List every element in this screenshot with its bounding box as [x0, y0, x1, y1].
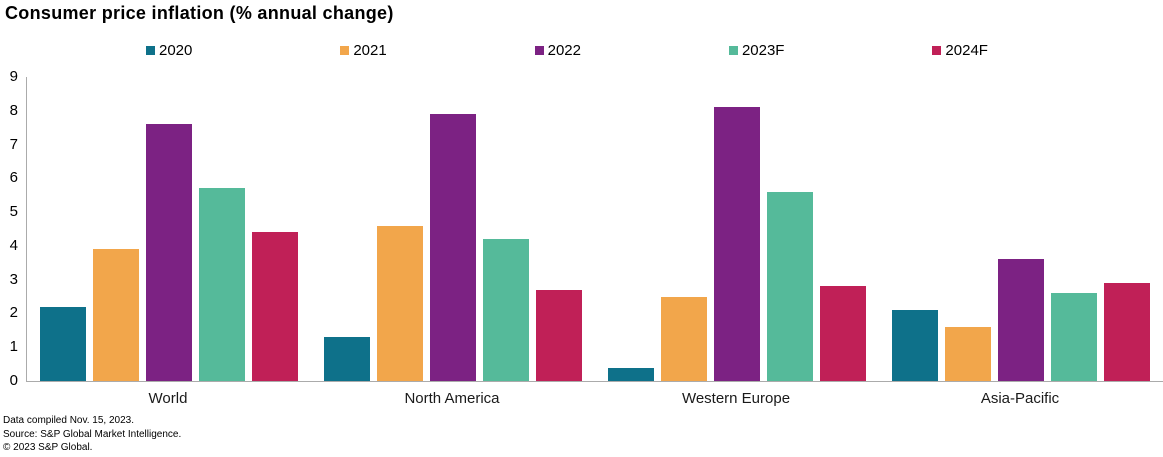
chart-footer: Data compiled Nov. 15, 2023. Source: S&P… [3, 414, 181, 455]
bar-2023f-western-europe [767, 191, 813, 381]
legend-swatch-icon [340, 46, 350, 55]
bar-2023f-world [199, 188, 245, 381]
footer-copyright: © 2023 S&P Global. [3, 442, 93, 453]
bar-2022-asia-pacific [998, 259, 1044, 381]
x-category-label: North America [404, 390, 500, 407]
chart-legend: 2020 2021 2022 2023F 2024F [146, 42, 988, 59]
bar-2021-north-america [377, 225, 423, 381]
bar-group-world [27, 77, 311, 381]
y-tick-label: 4 [9, 236, 18, 254]
legend-swatch-icon [146, 46, 155, 55]
y-axis: 0 1 2 3 4 5 6 7 8 9 [0, 69, 20, 389]
y-tick-label: 1 [9, 338, 18, 356]
bar-2020-asia-pacific [892, 310, 938, 381]
legend-label: 2024F [945, 42, 988, 59]
legend-label: 2022 [547, 42, 581, 59]
bar-group-western-europe [595, 77, 879, 381]
footer-compiled-date: Data compiled Nov. 15, 2023. [3, 415, 135, 426]
legend-item-2022: 2022 [534, 42, 581, 59]
x-axis-labels: World North America Western Europe Asia-Pac… [26, 390, 1162, 407]
bar-2020-western-europe [608, 367, 654, 381]
y-tick-label: 3 [9, 270, 18, 288]
bar-group-asia-pacific [879, 77, 1163, 381]
legend-swatch-icon [932, 46, 942, 55]
bar-group-north-america [311, 77, 595, 381]
bar-2020-world [40, 306, 86, 381]
legend-item-2023f: 2023F [728, 42, 785, 59]
bar-2022-western-europe [714, 107, 760, 381]
y-tick-label: 2 [9, 304, 18, 322]
bar-2021-asia-pacific [945, 326, 991, 381]
bar-2024f-north-america [536, 289, 582, 381]
bar-2024f-western-europe [820, 286, 866, 381]
bar-2022-north-america [430, 114, 476, 381]
bar-2024f-asia-pacific [1104, 283, 1150, 381]
y-tick-label: 0 [9, 372, 18, 389]
legend-swatch-icon [728, 46, 738, 55]
bar-2023f-asia-pacific [1051, 293, 1097, 381]
y-tick-label: 6 [9, 169, 18, 187]
legend-label: 2023F [741, 42, 785, 59]
bar-2023f-north-america [483, 239, 529, 381]
bar-2022-world [146, 124, 192, 381]
y-tick-label: 7 [9, 135, 18, 153]
footer-source: Source: S&P Global Market Intelligence. [3, 428, 182, 440]
legend-label: 2020 [159, 42, 193, 59]
chart-title: Consumer price inflation (% annual chang… [5, 3, 394, 23]
legend-item-2020: 2020 [146, 42, 192, 59]
x-category-label: Western Europe [681, 390, 791, 407]
legend-label: 2021 [353, 42, 387, 59]
y-tick-label: 9 [9, 68, 18, 85]
plot-area [26, 77, 1163, 382]
bar-2020-north-america [324, 337, 370, 381]
legend-item-2021: 2021 [340, 42, 387, 59]
bar-2024f-world [252, 232, 298, 381]
y-tick-label: 5 [9, 203, 18, 221]
y-tick-label: 8 [9, 101, 18, 119]
bar-2021-world [93, 249, 139, 381]
x-category-label: Asia-Pacific [980, 390, 1060, 407]
legend-swatch-icon [534, 46, 544, 55]
legend-item-2024f: 2024F [932, 42, 988, 59]
x-category-label: World [148, 390, 188, 407]
bar-2021-western-europe [661, 296, 707, 381]
